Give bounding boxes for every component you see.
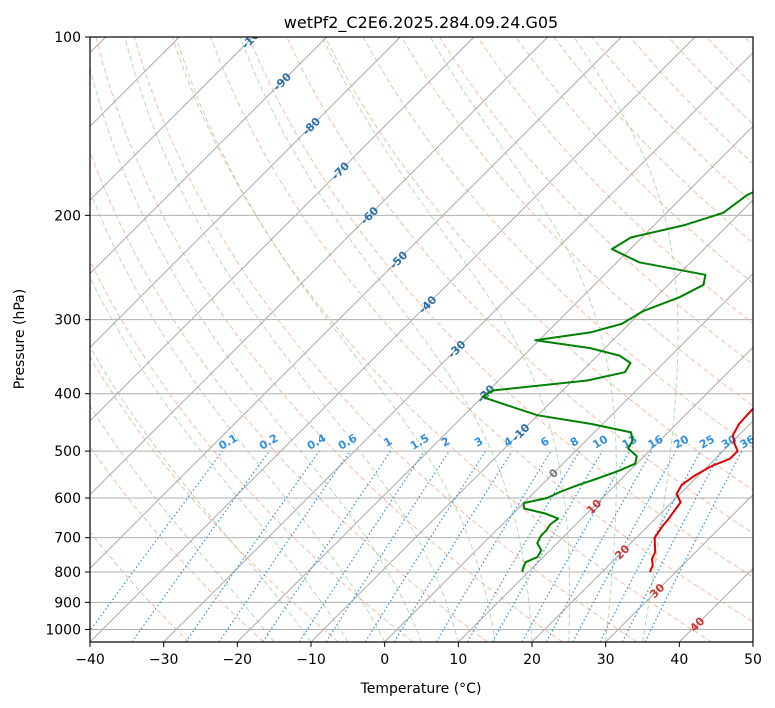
isotherm <box>310 199 753 642</box>
mixing-ratio-line <box>572 450 677 642</box>
isotherm <box>90 37 401 348</box>
x-tick-label: −30 <box>149 652 179 668</box>
y-tick-label: 700 <box>54 531 81 547</box>
mixing-ratio-label: 36 <box>738 432 758 451</box>
isotherm <box>384 273 753 642</box>
mixing-ratio-line <box>218 450 351 642</box>
y-tick-label: 1000 <box>45 622 81 638</box>
isotherm <box>605 494 753 642</box>
dry-adiabat <box>90 445 264 642</box>
mixing-ratio-line <box>545 450 653 642</box>
background-lines <box>90 37 753 642</box>
y-tick-label: 500 <box>54 444 81 460</box>
mixing-ratio-line <box>325 450 450 642</box>
isotherm <box>90 37 696 642</box>
x-tick-label: 40 <box>670 652 688 668</box>
dry-adiabat <box>133 37 638 642</box>
y-tick-label: 800 <box>54 565 81 581</box>
isotherm <box>163 52 753 642</box>
isotherm <box>90 37 622 569</box>
dry-adiabat <box>248 37 753 578</box>
x-tick-label: 20 <box>523 652 541 668</box>
x-tick-label: 0 <box>380 652 389 668</box>
dry-adiabat <box>210 37 753 623</box>
x-tick-label: −40 <box>75 652 105 668</box>
moist-adiabat <box>124 37 459 642</box>
dry-adiabat <box>400 37 753 407</box>
dry-adiabat <box>515 37 753 284</box>
x-tick-label: −10 <box>296 652 326 668</box>
y-tick-label: 900 <box>54 595 81 611</box>
moist-adiabat <box>429 37 617 642</box>
axes: −40 −30 −20 −10 0 10 20 30 40 50 100 200 300 400 500 60… <box>45 30 762 668</box>
isotherm <box>531 420 753 642</box>
x-tick-label: −20 <box>223 652 253 668</box>
y-tick-label: 100 <box>54 30 81 46</box>
moist-adiabat <box>573 37 679 642</box>
profiles <box>481 191 753 573</box>
isotherm <box>90 37 327 275</box>
mixing-ratio-line <box>298 450 425 642</box>
moist-adiabat <box>321 37 571 642</box>
isotherm <box>90 37 254 201</box>
y-tick-label: 400 <box>54 387 81 403</box>
mixing-ratio-line <box>131 450 270 642</box>
plot-frame <box>89 36 754 643</box>
moist-adiabat <box>90 405 275 642</box>
mixing-ratio-line <box>521 450 631 642</box>
mixing-ratio-line <box>393 450 513 642</box>
moist-adiabat <box>90 276 349 642</box>
chart-title: wetPf2_C2E6.2025.284.09.24.G05 <box>284 13 558 33</box>
moist-adiabat <box>90 189 386 642</box>
dry-adiabat <box>324 37 753 491</box>
dry-adiabat <box>90 531 190 642</box>
dry-adiabat <box>90 356 339 642</box>
dry-adiabat <box>95 37 563 642</box>
moist-adiabat <box>175 37 496 642</box>
y-tick-label: 200 <box>54 208 81 224</box>
moist-adiabat <box>239 37 533 642</box>
x-tick-label: 10 <box>449 652 467 668</box>
x-tick-label: 30 <box>597 652 615 668</box>
dry-adiabat <box>171 37 712 642</box>
x-axis-label: Temperature (°C) <box>360 681 482 697</box>
mixing-ratio-line <box>262 450 392 642</box>
isotherm <box>90 37 548 496</box>
mixing-ratio-line <box>644 450 743 642</box>
y-tick-label: 600 <box>54 491 81 507</box>
isotherm <box>90 37 475 422</box>
dry-adiabat <box>90 150 488 642</box>
dewpoint-profile <box>481 191 753 573</box>
y-tick-label: 300 <box>54 313 81 329</box>
dry-adiabat <box>438 37 753 366</box>
moist-adiabat <box>90 66 422 642</box>
x-tick-label: 50 <box>744 652 762 668</box>
mixing-ratio-line <box>90 450 223 632</box>
y-axis-label: Pressure (hPa) <box>12 289 28 389</box>
mixing-ratio-line <box>185 450 320 642</box>
isotherm <box>458 346 753 642</box>
temperature-profile <box>648 407 753 573</box>
